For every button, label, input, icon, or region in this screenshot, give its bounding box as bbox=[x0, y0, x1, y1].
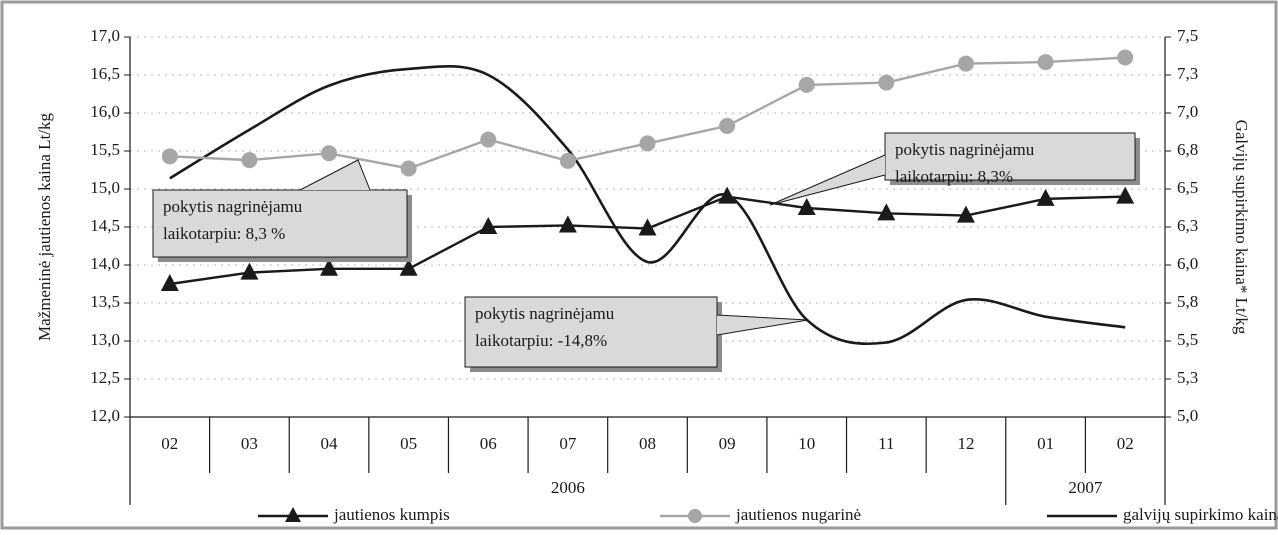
point bbox=[877, 203, 896, 221]
point bbox=[638, 218, 657, 236]
x-tick-label: 06 bbox=[480, 434, 497, 453]
point bbox=[956, 205, 975, 223]
point bbox=[240, 262, 259, 280]
year-label: 2007 bbox=[1068, 478, 1103, 497]
callout-text: pokytis nagrinėjamu bbox=[163, 197, 303, 216]
y2-tick-label: 5,0 bbox=[1177, 406, 1198, 425]
x-tick-label: 03 bbox=[241, 434, 258, 453]
y2-tick-label: 6,5 bbox=[1177, 178, 1198, 197]
point bbox=[321, 145, 338, 162]
callout-box bbox=[464, 296, 718, 368]
y-tick-label: 15,0 bbox=[90, 178, 120, 197]
x-tick-label: 10 bbox=[798, 434, 815, 453]
y-tick-label: 15,5 bbox=[90, 140, 120, 159]
callout-text: laikotarpiu: -14,8% bbox=[475, 331, 607, 350]
point bbox=[400, 160, 417, 177]
y2-tick-label: 5,3 bbox=[1177, 368, 1198, 387]
point bbox=[559, 152, 576, 169]
x-tick-label: 02 bbox=[1117, 434, 1134, 453]
point bbox=[878, 74, 895, 91]
legend-marker bbox=[688, 509, 702, 523]
point bbox=[399, 258, 418, 276]
series-line bbox=[169, 64, 1126, 346]
y2-tick-label: 6,0 bbox=[1177, 254, 1198, 273]
point bbox=[957, 55, 974, 72]
callout-pointer bbox=[716, 314, 809, 336]
y-tick-label: 12,0 bbox=[90, 406, 120, 425]
point bbox=[1036, 188, 1055, 206]
y2-tick-label: 6,8 bbox=[1177, 140, 1198, 159]
callout-text: laikotarpiu: 8,3 % bbox=[163, 224, 285, 243]
x-tick-label: 11 bbox=[878, 434, 894, 453]
point bbox=[320, 258, 339, 276]
y-tick-label: 17,0 bbox=[90, 26, 120, 45]
point bbox=[639, 135, 656, 152]
y2-tick-label: 6,3 bbox=[1177, 216, 1198, 235]
x-tick-label: 08 bbox=[639, 434, 656, 453]
y-tick-label: 13,5 bbox=[90, 292, 120, 311]
legend-label: jautienos kumpis bbox=[333, 505, 450, 524]
y-tick-label: 14,5 bbox=[90, 216, 120, 235]
y2-tick-label: 5,8 bbox=[1177, 292, 1198, 311]
legend-label: galvijų supirkimo kaina* bbox=[1123, 505, 1278, 524]
point bbox=[797, 198, 816, 215]
y-axis-label: Mažmeninė jautienos kaina Lt/kg bbox=[35, 112, 54, 341]
point bbox=[1037, 54, 1054, 71]
callout-box bbox=[152, 189, 408, 258]
y2-tick-label: 5,5 bbox=[1177, 330, 1198, 349]
x-tick-label: 07 bbox=[559, 434, 577, 453]
legend-label: jautienos nugarinė bbox=[735, 505, 861, 524]
y-tick-label: 16,5 bbox=[90, 64, 120, 83]
callout-text: pokytis nagrinėjamu bbox=[895, 140, 1035, 159]
point bbox=[718, 186, 737, 204]
y-tick-label: 16,0 bbox=[90, 102, 120, 121]
x-tick-label: 09 bbox=[719, 434, 736, 453]
point bbox=[719, 117, 736, 134]
point bbox=[241, 152, 258, 169]
y2-axis-label: Galvijų supirkimo kaina* Lt/kg bbox=[1232, 120, 1251, 335]
callout-text: laikotarpiu: 8,3% bbox=[895, 167, 1013, 186]
year-label: 2006 bbox=[551, 478, 585, 497]
x-tick-label: 12 bbox=[957, 434, 974, 453]
y-tick-label: 12,5 bbox=[90, 368, 120, 387]
point bbox=[798, 76, 815, 93]
y2-tick-label: 7,0 bbox=[1177, 102, 1198, 121]
x-tick-label: 01 bbox=[1037, 434, 1054, 453]
callout-pointer bbox=[299, 159, 371, 191]
point bbox=[1117, 49, 1134, 66]
x-tick-label: 02 bbox=[161, 434, 178, 453]
y-tick-label: 13,0 bbox=[90, 330, 120, 349]
y2-tick-label: 7,3 bbox=[1177, 64, 1198, 83]
callout-pointer bbox=[769, 154, 886, 206]
point bbox=[161, 148, 178, 165]
y2-tick-label: 7,5 bbox=[1177, 26, 1198, 45]
point bbox=[1116, 186, 1135, 204]
x-tick-label: 04 bbox=[321, 434, 339, 453]
point bbox=[160, 274, 179, 291]
x-tick-label: 05 bbox=[400, 434, 417, 453]
point bbox=[558, 215, 577, 233]
y-tick-label: 14,0 bbox=[90, 254, 120, 273]
callout-text: pokytis nagrinėjamu bbox=[475, 304, 615, 323]
point bbox=[480, 131, 497, 148]
legend-marker bbox=[285, 507, 301, 522]
point bbox=[479, 217, 498, 234]
